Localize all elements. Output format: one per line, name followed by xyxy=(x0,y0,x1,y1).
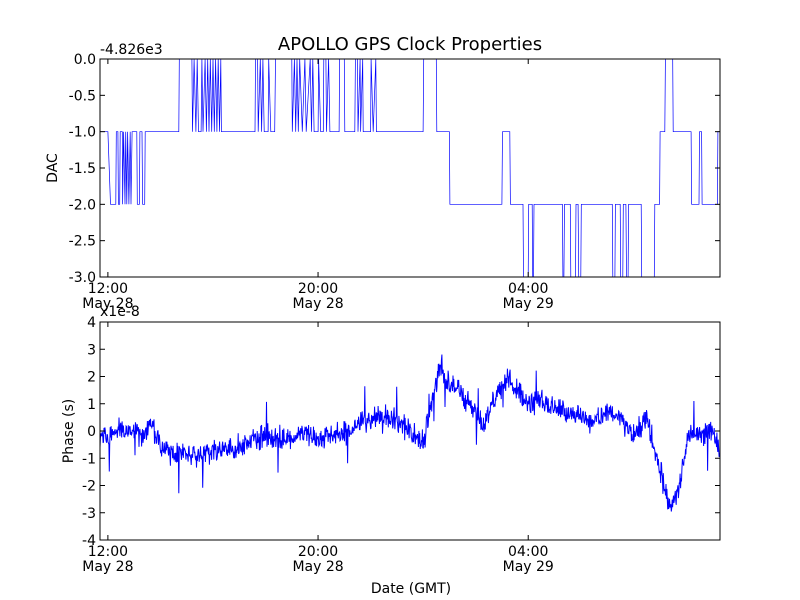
x-tick-label-time: 04:00 xyxy=(508,281,548,297)
series-line-phase xyxy=(100,354,720,512)
y-tick-label: -3 xyxy=(82,506,96,522)
x-tick-label-time: 04:00 xyxy=(508,544,548,560)
y-tick-label: 1 xyxy=(87,397,96,413)
y-tick-label: 3 xyxy=(87,342,96,358)
x-tick-label-date: May 29 xyxy=(503,559,554,575)
x-tick-label-date: May 28 xyxy=(82,296,133,312)
y-tick-label: -0.5 xyxy=(69,88,96,104)
y-tick-label: -3.0 xyxy=(69,270,96,286)
x-tick-label-date: May 28 xyxy=(292,559,343,575)
y-tick-label: -2.5 xyxy=(69,234,96,250)
phase-offset-label: x1e-8 xyxy=(100,304,140,320)
dac-y-axis-label: DAC xyxy=(45,153,61,183)
figure-title: APOLLO GPS Clock Properties xyxy=(278,34,542,55)
y-tick-label: -2 xyxy=(82,479,96,495)
x-tick-label-time: 20:00 xyxy=(298,281,338,297)
y-tick-label: -2.0 xyxy=(69,197,96,213)
x-tick-label-time: 12:00 xyxy=(88,281,128,297)
phase-x-axis-label: Date (GMT) xyxy=(371,581,451,597)
x-tick-label-date: May 28 xyxy=(82,559,133,575)
y-tick-label: 4 xyxy=(87,315,96,331)
x-tick-label-time: 12:00 xyxy=(88,544,128,560)
y-tick-label: -4 xyxy=(82,533,96,549)
y-tick-label: 0.0 xyxy=(74,52,96,68)
y-tick-label: 0 xyxy=(87,424,96,440)
x-tick-label-date: May 29 xyxy=(503,296,554,312)
series-line-dac xyxy=(100,59,720,277)
y-tick-label: -1 xyxy=(82,451,96,467)
x-tick-label-date: May 28 xyxy=(292,296,343,312)
dac-offset-label: -4.826e3 xyxy=(100,42,163,58)
x-tick-label-time: 20:00 xyxy=(298,544,338,560)
y-tick-label: -1.5 xyxy=(69,161,96,177)
y-tick-label: -1.0 xyxy=(69,125,96,141)
y-tick-label: 2 xyxy=(87,370,96,386)
phase-y-axis-label: Phase (s) xyxy=(61,399,77,463)
